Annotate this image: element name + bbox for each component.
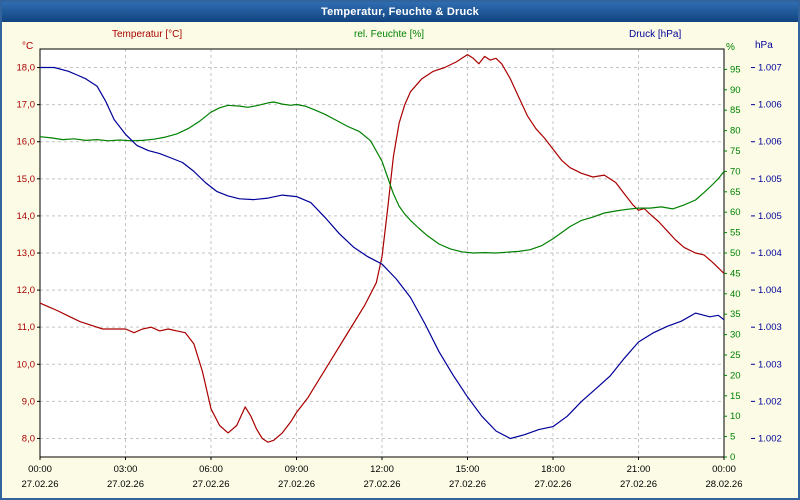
svg-text:8,0: 8,0 [22,433,35,444]
svg-text:27.02.26: 27.02.26 [107,479,144,490]
svg-text:70: 70 [730,166,741,177]
svg-text:00:00: 00:00 [28,464,52,475]
svg-text:18,0: 18,0 [17,63,36,74]
svg-text:55: 55 [730,228,741,239]
svg-text:27.02.26: 27.02.26 [278,479,315,490]
svg-text:1.003: 1.003 [758,359,782,370]
svg-text:14,0: 14,0 [17,211,36,222]
temperature-unit-label: °C [22,41,34,52]
svg-text:1.005: 1.005 [758,211,782,222]
svg-text:95: 95 [730,64,741,75]
svg-text:12,0: 12,0 [17,285,36,296]
svg-text:27.02.26: 27.02.26 [193,479,230,490]
svg-text:27.02.26: 27.02.26 [364,479,401,490]
svg-text:25: 25 [730,350,741,361]
chart-area: Temperatur [°C] rel. Feuchte [%] Druck [… [2,22,798,498]
series-humidity [39,101,725,254]
svg-text:90: 90 [730,85,741,96]
svg-text:75: 75 [730,146,741,157]
temperature-axis-ticks: 18,0 17,0 16,0 15,0 14,0 13,0 12,0 11,0 10,0 9,0 8… [17,63,40,444]
svg-text:13,0: 13,0 [17,248,36,259]
svg-text:1.007: 1.007 [758,63,782,74]
svg-text:30: 30 [730,330,741,341]
series-temperature [39,53,725,443]
svg-text:65: 65 [730,187,741,198]
svg-text:15:00: 15:00 [456,464,480,475]
window-title: Temperatur, Feuchte & Druck [320,6,479,18]
svg-text:35: 35 [730,309,741,320]
temperature-axis-title: Temperatur [°C] [112,29,183,40]
svg-text:03:00: 03:00 [114,464,138,475]
svg-text:60: 60 [730,207,741,218]
svg-text:1.002: 1.002 [758,433,782,444]
svg-text:17,0: 17,0 [17,100,36,111]
svg-text:18:00: 18:00 [541,464,565,475]
svg-text:1.006: 1.006 [758,137,782,148]
svg-text:1.004: 1.004 [758,248,782,259]
svg-text:11,0: 11,0 [17,322,35,333]
svg-text:45: 45 [730,268,741,279]
svg-text:16,0: 16,0 [17,137,36,148]
svg-text:27.02.26: 27.02.26 [22,479,59,490]
plot-canvas: 18,0 17,0 16,0 15,0 14,0 13,0 12,0 11,0 10,0 9,0 8… [17,48,782,490]
svg-text:80: 80 [730,126,741,137]
svg-text:09:00: 09:00 [285,464,309,475]
title-bar[interactable]: Temperatur, Feuchte & Druck [2,2,798,22]
svg-text:1.002: 1.002 [758,396,782,407]
humidity-unit-label: % [726,42,735,53]
pressure-axis-ticks: 1.007 1.006 1.006 1.005 1.005 1.004 1.004 1.003… [751,63,782,444]
series-pressure [40,66,725,440]
svg-text:1.003: 1.003 [758,322,782,333]
svg-text:1.005: 1.005 [758,174,782,185]
svg-text:21:00: 21:00 [627,464,651,475]
svg-text:10: 10 [730,411,741,422]
svg-text:15,0: 15,0 [17,174,36,185]
svg-text:06:00: 06:00 [199,464,223,475]
svg-text:12:00: 12:00 [370,464,394,475]
svg-text:27.02.26: 27.02.26 [535,479,572,490]
svg-text:1.006: 1.006 [758,100,782,111]
x-axis-ticks: 00:00 27.02.26 03:00 27.02.26 06:00 27.02.26 0… [22,457,743,490]
svg-text:00:00: 00:00 [712,464,736,475]
svg-text:1.004: 1.004 [758,285,782,296]
svg-text:15: 15 [730,391,741,402]
svg-text:50: 50 [730,248,741,259]
svg-text:5: 5 [730,432,735,443]
svg-text:0: 0 [730,452,735,463]
humidity-axis-title: rel. Feuchte [%] [354,29,425,40]
svg-text:20: 20 [730,370,741,381]
pressure-axis-title: Druck [hPa] [629,29,682,40]
svg-text:27.02.26: 27.02.26 [620,479,657,490]
svg-text:85: 85 [730,105,741,116]
svg-text:40: 40 [730,289,741,300]
svg-text:9,0: 9,0 [22,396,35,407]
pressure-unit-label: hPa [755,40,773,51]
svg-text:10,0: 10,0 [17,359,36,370]
svg-text:27.02.26: 27.02.26 [449,479,486,490]
svg-text:28.02.26: 28.02.26 [706,479,743,490]
